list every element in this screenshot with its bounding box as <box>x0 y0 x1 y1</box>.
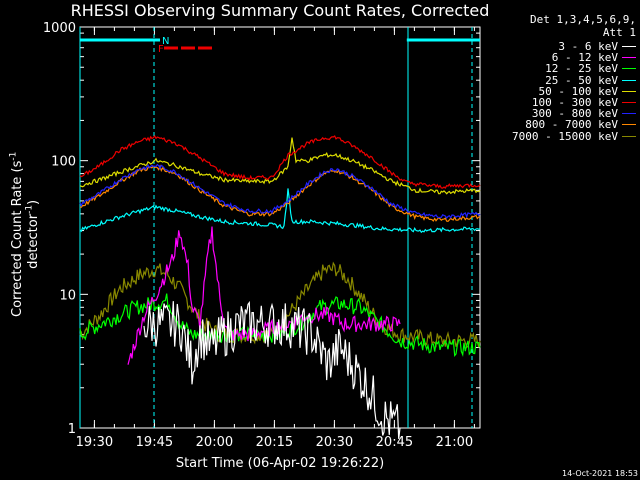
legend-label: 12 - 25 keV <box>545 62 618 76</box>
legend-swatch <box>622 90 636 92</box>
x-tick-label: 20:30 <box>316 435 353 450</box>
legend-entry: 25 - 50 keV <box>512 73 636 87</box>
legend-swatch <box>622 57 636 59</box>
marker-label-F: F <box>158 44 164 55</box>
x-tick-label: 20:45 <box>376 435 413 450</box>
series-line-100-300-keV <box>79 134 481 190</box>
legend: 3 - 6 keV 6 - 12 keV 12 - 25 keV 25 - 50… <box>512 40 636 143</box>
legend-label: 3 - 6 keV <box>558 40 618 54</box>
legend-entry: 100 - 300 keV <box>512 96 636 110</box>
legend-label: 25 - 50 keV <box>545 73 618 87</box>
legend-swatch <box>622 79 636 81</box>
x-tick-label: 21:00 <box>436 435 473 450</box>
series-line-800-7000-keV <box>79 164 481 222</box>
x-tick-label: 20:15 <box>256 435 293 450</box>
y-tick-label: 100 <box>51 155 76 170</box>
timestamp: 14-Oct-2021 18:53 <box>562 469 638 478</box>
y-tick-label: 10 <box>59 288 76 303</box>
legend-entry: 6 - 12 keV <box>512 51 636 65</box>
legend-entry: 50 - 100 keV <box>512 84 636 98</box>
y-tick-label: 1 <box>68 422 76 437</box>
y-tick-label: 1000 <box>43 21 76 36</box>
legend-header-line-2: Att 1 <box>602 26 636 39</box>
series-line-3-6-keV <box>143 300 401 439</box>
legend-entry: 800 - 7000 keV <box>512 118 636 132</box>
chart-title: RHESSI Observing Summary Count Rates, Co… <box>70 1 490 20</box>
legend-entry: 300 - 800 keV <box>512 107 636 121</box>
legend-swatch <box>622 102 636 104</box>
legend-swatch <box>622 135 636 137</box>
x-tick-label: 19:30 <box>76 435 113 450</box>
series-line-12-25-keV <box>79 293 481 357</box>
y-axis-label-main: Corrected Count Rate (s <box>10 160 25 317</box>
legend-header: Det 1,3,4,5,6,9, Att 1 <box>530 13 636 39</box>
legend-swatch <box>622 124 636 126</box>
x-axis-label: Start Time (06-Apr-02 19:26:22) <box>175 456 385 471</box>
x-tick-label: 20:00 <box>196 435 233 450</box>
legend-swatch <box>622 46 636 48</box>
legend-label: 800 - 7000 keV <box>525 118 618 132</box>
legend-label: 6 - 12 keV <box>551 51 618 65</box>
legend-swatch <box>622 113 636 115</box>
series-line-25-50-keV <box>79 188 481 234</box>
series-line-50-100-keV <box>79 137 481 195</box>
legend-entry: 7000 - 15000 keV <box>512 129 636 143</box>
x-tick-label: 19:45 <box>136 435 173 450</box>
legend-swatch <box>622 68 636 70</box>
y-axis-label-sup1: -1 <box>8 151 19 161</box>
y-axis-label-sup2: -1 <box>25 204 35 214</box>
legend-label: 7000 - 15000 keV <box>512 129 618 143</box>
legend-entry: 3 - 6 keV <box>512 40 636 54</box>
legend-label: 300 - 800 keV <box>531 107 618 121</box>
plot-frame <box>79 26 481 429</box>
series-line-7000-15000-keV <box>79 261 481 349</box>
legend-label: 50 - 100 keV <box>538 84 618 98</box>
legend-label: 100 - 300 keV <box>531 96 618 110</box>
y-axis-label-mid: detector <box>26 213 42 269</box>
series-line-300-800-keV <box>79 163 481 219</box>
legend-header-line-1: Det 1,3,4,5,6,9, <box>530 13 636 26</box>
marker-label-N: N <box>162 36 169 47</box>
legend-entry: 12 - 25 keV <box>512 62 636 76</box>
y-axis-label-end: ) <box>26 199 42 205</box>
y-axis-label: Corrected Count Rate (s-1 detector-1) <box>9 129 42 339</box>
